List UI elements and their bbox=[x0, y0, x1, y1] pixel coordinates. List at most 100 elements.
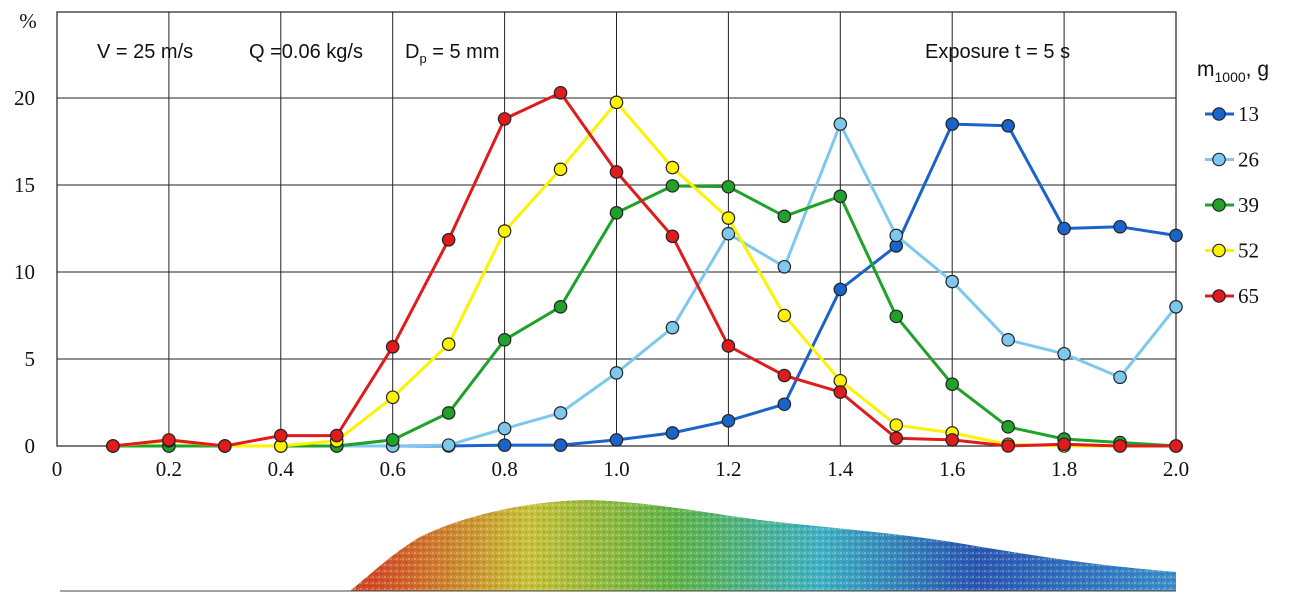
data-point-65 bbox=[441, 233, 456, 247]
data-point-26 bbox=[497, 421, 512, 436]
data-point-65 bbox=[329, 428, 344, 443]
legend-marker bbox=[1212, 198, 1226, 212]
data-point-52 bbox=[833, 373, 848, 388]
data-point-39 bbox=[945, 377, 959, 392]
data-point-13 bbox=[1001, 119, 1015, 133]
data-point-52 bbox=[609, 95, 624, 110]
legend-item-39: 39 bbox=[1205, 193, 1259, 217]
data-point-65 bbox=[273, 428, 288, 443]
data-point-26 bbox=[721, 226, 736, 241]
data-point-13 bbox=[609, 433, 624, 447]
x-tick-label: 0.8 bbox=[491, 457, 517, 481]
legend-title: m1000, g bbox=[1197, 58, 1269, 85]
data-point-26 bbox=[609, 366, 624, 380]
data-point-26 bbox=[665, 320, 680, 335]
data-point-65 bbox=[162, 433, 176, 447]
data-point-65 bbox=[1169, 439, 1183, 453]
x-tick-label: 1.4 bbox=[827, 457, 854, 481]
data-point-13 bbox=[945, 117, 959, 131]
legend-item-13: 13 bbox=[1205, 102, 1259, 126]
series-line-13 bbox=[113, 122, 1177, 448]
data-point-26 bbox=[777, 259, 792, 274]
data-point-52 bbox=[385, 390, 400, 405]
flow-rate-annotation: Q =0.06 kg/s bbox=[249, 41, 363, 63]
data-point-26 bbox=[1113, 370, 1127, 385]
series-line-65 bbox=[112, 91, 1176, 448]
data-point-13 bbox=[1057, 221, 1071, 236]
data-point-52 bbox=[889, 418, 904, 432]
data-point-65 bbox=[1057, 437, 1071, 452]
legend-marker bbox=[1212, 107, 1226, 121]
data-point-26 bbox=[1001, 333, 1015, 347]
data-point-65 bbox=[721, 339, 736, 353]
data-point-65 bbox=[106, 439, 120, 453]
particle-heap-image bbox=[60, 500, 1176, 592]
data-point-13 bbox=[665, 426, 680, 440]
data-point-39 bbox=[721, 179, 736, 194]
legend-item-26: 26 bbox=[1205, 148, 1259, 172]
legend-label: 52 bbox=[1238, 239, 1259, 263]
y-tick-label: 15 bbox=[14, 173, 35, 197]
y-tick-label: 0 bbox=[25, 434, 36, 458]
data-point-65 bbox=[385, 340, 400, 354]
data-point-65 bbox=[889, 431, 904, 445]
legend-label: 39 bbox=[1238, 193, 1259, 217]
data-point-26 bbox=[1057, 346, 1071, 361]
series-line-52 bbox=[112, 100, 1176, 448]
data-point-52 bbox=[497, 224, 512, 238]
data-point-26 bbox=[833, 117, 848, 131]
data-point-13 bbox=[1169, 228, 1183, 243]
series-65 bbox=[106, 85, 1183, 453]
legend-item-52: 52 bbox=[1205, 239, 1259, 263]
x-tick-label: 1.0 bbox=[603, 457, 629, 481]
y-tick-label: 10 bbox=[14, 260, 35, 284]
data-point-13 bbox=[833, 282, 848, 297]
x-tick-label: 0.4 bbox=[268, 457, 295, 481]
data-point-52 bbox=[777, 308, 792, 323]
x-tick-label: 0 bbox=[52, 457, 63, 481]
legend-marker bbox=[1212, 243, 1226, 258]
data-point-39 bbox=[833, 189, 848, 204]
data-point-26 bbox=[553, 406, 568, 420]
x-tick-label: 1.2 bbox=[715, 457, 741, 481]
series-layer bbox=[106, 85, 1183, 453]
data-point-65 bbox=[777, 368, 792, 383]
data-point-39 bbox=[609, 206, 624, 220]
series-line-26 bbox=[113, 122, 1178, 448]
legend-marker bbox=[1212, 152, 1226, 167]
data-point-65 bbox=[218, 439, 232, 453]
data-point-65 bbox=[665, 229, 680, 244]
grid bbox=[57, 12, 1176, 446]
data-point-65 bbox=[833, 385, 848, 399]
data-point-39 bbox=[497, 333, 512, 347]
series-26 bbox=[106, 117, 1183, 453]
data-point-39 bbox=[777, 209, 792, 224]
data-point-39 bbox=[385, 433, 400, 447]
data-point-26 bbox=[441, 438, 456, 452]
data-point-65 bbox=[497, 112, 512, 126]
data-point-65 bbox=[553, 85, 568, 100]
series-13 bbox=[106, 117, 1183, 453]
x-tick-label: 1.8 bbox=[1051, 457, 1077, 481]
series-line-39 bbox=[113, 184, 1177, 448]
velocity-annotation: V = 25 m/s bbox=[97, 41, 193, 63]
data-point-26 bbox=[1169, 299, 1183, 314]
data-point-13 bbox=[1113, 219, 1127, 234]
legend-marker bbox=[1212, 289, 1226, 303]
data-point-39 bbox=[889, 309, 904, 324]
data-point-26 bbox=[889, 228, 904, 243]
legend-label: 65 bbox=[1238, 284, 1259, 308]
legend: 13 26 39 52 65 bbox=[1205, 102, 1259, 308]
data-point-39 bbox=[665, 179, 680, 193]
y-tick-label: 5 bbox=[25, 347, 36, 371]
y-tick-label: 20 bbox=[14, 86, 35, 110]
x-tick-label: 0.2 bbox=[156, 457, 182, 481]
y-axis-label: % bbox=[19, 9, 37, 33]
data-point-65 bbox=[1113, 439, 1127, 453]
x-tick-label: 0.6 bbox=[380, 457, 406, 481]
data-point-65 bbox=[1001, 439, 1015, 453]
legend-label: 26 bbox=[1238, 148, 1259, 172]
series-39 bbox=[106, 179, 1183, 453]
x-tick-label: 2.0 bbox=[1163, 457, 1189, 481]
data-point-13 bbox=[721, 413, 736, 428]
